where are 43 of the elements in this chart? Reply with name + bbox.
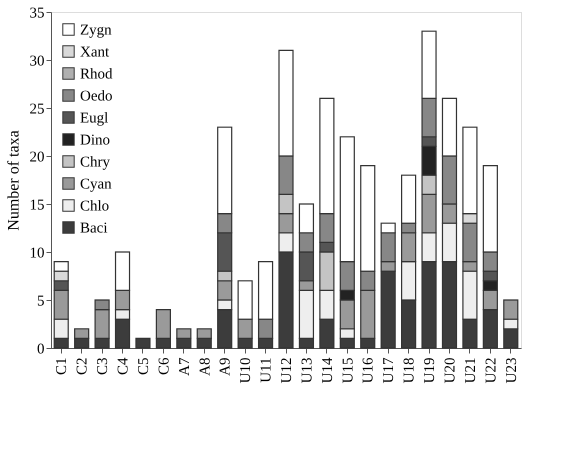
x-tick-label: U14 — [320, 357, 336, 384]
x-tick-label: U17 — [381, 357, 398, 384]
x-tick-label: C6 — [156, 357, 172, 376]
x-tick-label: U10 — [238, 358, 254, 384]
legend-label: Zygn — [80, 22, 112, 38]
y-tick-label: 20 — [30, 150, 44, 166]
legend-label: Eugl — [80, 110, 108, 126]
x-tick-label: U19 — [422, 358, 438, 384]
legend-label: Chlo — [80, 198, 110, 214]
legend-label: Cyan — [80, 176, 112, 192]
legend-label: Dino — [80, 132, 110, 148]
x-tick-label: C4 — [116, 357, 132, 376]
legend-label: Rhod — [80, 66, 114, 82]
x-tick-label: A8 — [197, 358, 214, 376]
x-tick-label: U20 — [442, 358, 458, 384]
x-tick-label: A7 — [176, 357, 193, 376]
x-tick-label: U21 — [462, 358, 479, 384]
y-tick-label: 10 — [30, 246, 44, 262]
x-tick-label: U13 — [299, 358, 316, 384]
x-tick-label: U22 — [483, 358, 500, 384]
legend-label: Baci — [80, 220, 108, 236]
y-tick-label: 5 — [37, 294, 44, 310]
y-tick-label: 30 — [30, 54, 44, 70]
x-tick-label: U16 — [360, 357, 377, 384]
y-tick-label: 15 — [30, 198, 44, 214]
x-tick-label: C1 — [54, 358, 70, 376]
x-tick-label: U18 — [402, 358, 418, 384]
y-tick-label: 0 — [37, 342, 44, 358]
x-tick-label: A9 — [218, 358, 234, 376]
x-tick-label: C3 — [95, 358, 112, 376]
x-tick-label: C5 — [136, 358, 152, 376]
x-tick-label: U23 — [504, 358, 520, 384]
bar — [135, 338, 151, 349]
x-tick-label: U15 — [340, 358, 356, 384]
legend-label: Xant — [80, 44, 110, 60]
x-tick-label: C2 — [74, 358, 91, 376]
y-tick-label: 35 — [30, 6, 44, 22]
y-axis-title: Number of taxa — [6, 130, 22, 231]
x-tick-label: U12 — [279, 358, 295, 384]
legend-label: Oedo — [80, 88, 112, 104]
y-tick-label: 25 — [30, 102, 44, 118]
x-tick-label: U11 — [258, 358, 275, 383]
legend-label: Chry — [80, 154, 110, 170]
